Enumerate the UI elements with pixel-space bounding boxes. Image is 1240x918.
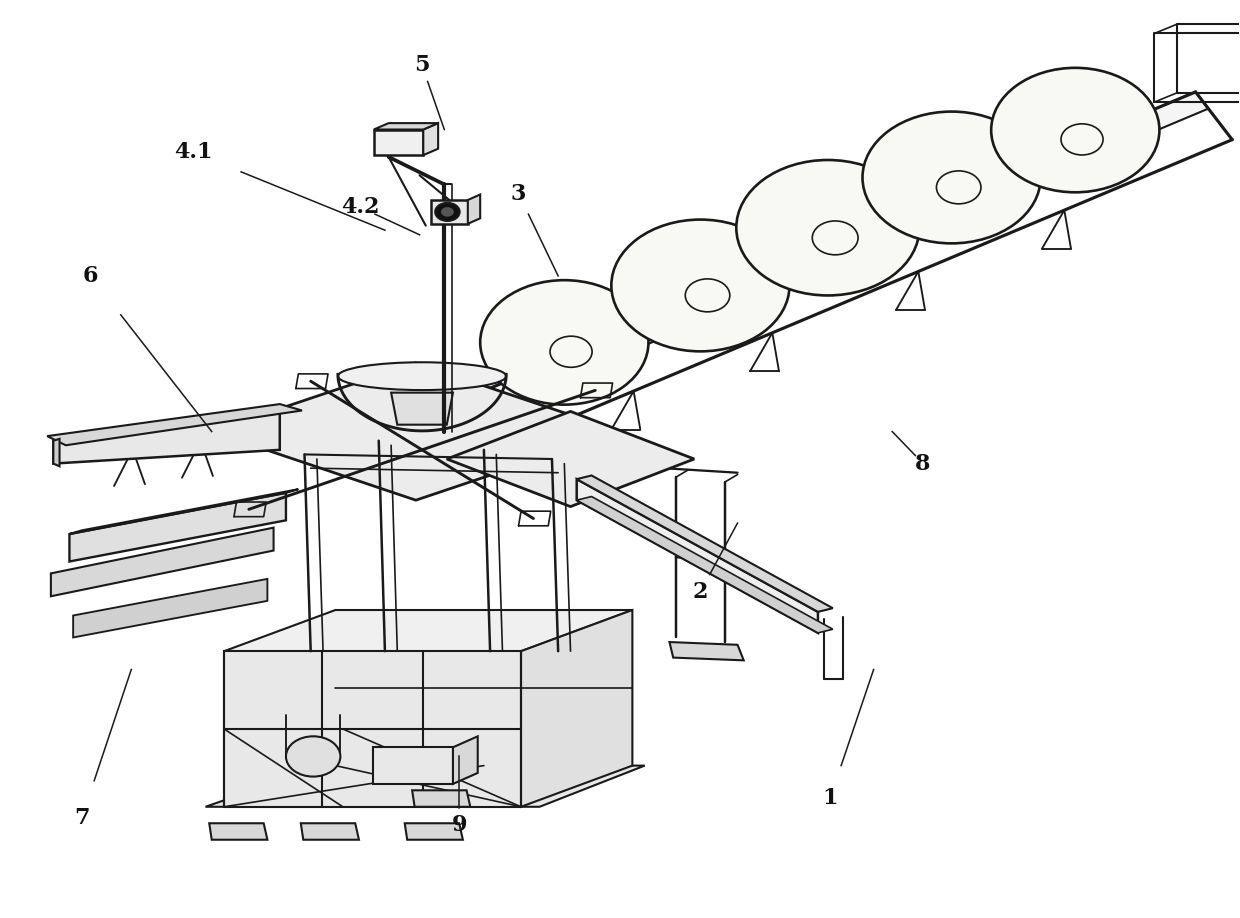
- Polygon shape: [453, 736, 477, 784]
- Circle shape: [611, 219, 790, 352]
- Text: 4.2: 4.2: [341, 196, 379, 218]
- Text: 6: 6: [83, 265, 98, 287]
- Polygon shape: [373, 129, 423, 155]
- Polygon shape: [212, 363, 620, 500]
- Polygon shape: [465, 92, 1208, 415]
- Polygon shape: [53, 439, 60, 466]
- Text: 3: 3: [511, 183, 526, 205]
- Polygon shape: [51, 528, 274, 597]
- Ellipse shape: [339, 363, 506, 390]
- Polygon shape: [210, 823, 268, 840]
- Polygon shape: [69, 493, 286, 562]
- Polygon shape: [224, 610, 632, 651]
- Circle shape: [480, 280, 649, 405]
- Polygon shape: [577, 476, 833, 611]
- Polygon shape: [521, 610, 632, 807]
- Circle shape: [286, 736, 341, 777]
- Text: 1: 1: [822, 787, 838, 809]
- Polygon shape: [430, 200, 467, 224]
- Circle shape: [991, 68, 1159, 192]
- Polygon shape: [372, 747, 453, 784]
- Text: 7: 7: [74, 807, 89, 829]
- Text: 8: 8: [915, 453, 931, 475]
- Polygon shape: [423, 123, 438, 155]
- Polygon shape: [206, 766, 645, 807]
- Text: 4.1: 4.1: [174, 141, 212, 163]
- Text: 2: 2: [693, 581, 708, 603]
- Polygon shape: [47, 404, 303, 445]
- Circle shape: [863, 112, 1040, 243]
- Polygon shape: [301, 823, 358, 840]
- Polygon shape: [391, 393, 453, 425]
- Circle shape: [737, 160, 919, 296]
- Polygon shape: [412, 790, 470, 807]
- Polygon shape: [577, 479, 818, 633]
- Polygon shape: [404, 823, 463, 840]
- Polygon shape: [53, 413, 280, 464]
- Polygon shape: [467, 195, 480, 224]
- Polygon shape: [670, 642, 744, 660]
- Polygon shape: [224, 651, 521, 807]
- Circle shape: [435, 203, 460, 221]
- Polygon shape: [446, 411, 694, 507]
- Text: 9: 9: [451, 814, 467, 836]
- Polygon shape: [69, 489, 299, 534]
- Polygon shape: [577, 497, 833, 633]
- Text: 5: 5: [414, 54, 430, 76]
- Polygon shape: [73, 579, 268, 637]
- Circle shape: [441, 207, 454, 217]
- Polygon shape: [373, 123, 438, 129]
